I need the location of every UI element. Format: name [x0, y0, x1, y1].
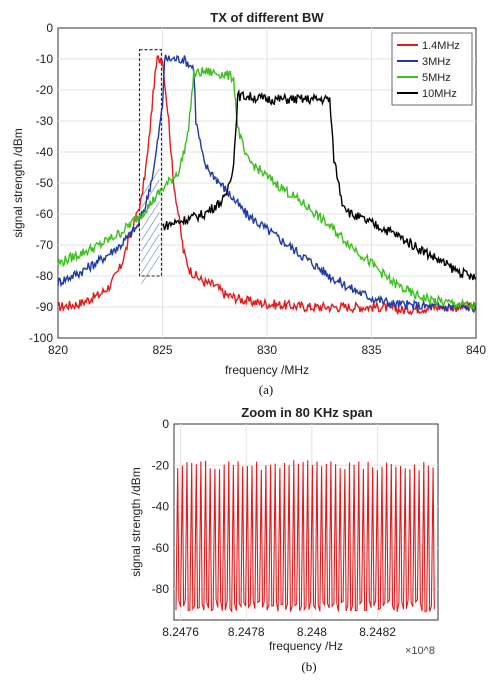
y-tick-label: -80 [36, 269, 54, 283]
chart-b: Zoom in 80 KHz span 8.2476 8.2478 8.248 8.2… [129, 405, 439, 657]
x-tick-label: 840 [466, 343, 486, 357]
x-tick-label: 8.2476 [162, 625, 199, 639]
hatch-line [141, 223, 160, 252]
chart-a-legend: 1.4MHz 3MHz 5MHz 10MHz [391, 32, 473, 106]
y-tick-label: 0 [46, 21, 53, 35]
chart-b-xlabel: frequency /Hz [269, 639, 343, 653]
series-line-10MHz [162, 88, 477, 281]
y-tick-label: -80 [152, 582, 170, 596]
chart-b-series [175, 460, 435, 614]
legend-label: 1.4MHz [422, 40, 460, 52]
x-tick-label: 830 [257, 343, 277, 357]
legend-label: 10MHz [422, 88, 457, 100]
hatch-line [141, 233, 160, 263]
x-tick-label: 8.2482 [359, 625, 396, 639]
y-tick-label: -60 [152, 541, 170, 555]
chart-a-annotation [138, 49, 163, 285]
chart-a: TX of different BW 820 825 830 835 840 0 -10 -2… [11, 10, 486, 377]
x-tick-label: 825 [152, 343, 172, 357]
y-tick-label: -100 [29, 331, 53, 345]
y-tick-label: -40 [36, 145, 54, 159]
x-tick-label: 8.2478 [228, 625, 265, 639]
y-tick-label: -20 [152, 458, 170, 472]
y-tick-label: -70 [36, 238, 54, 252]
legend-label: 3MHz [422, 56, 451, 68]
chart-a-ylabel: signal strength /dBm [11, 128, 25, 237]
y-tick-label: -60 [36, 207, 54, 221]
chart-b-ticks: 8.2476 8.2478 8.248 8.2482 0 -20 -40 -60 -80 [152, 417, 397, 639]
chart-b-x-exponent: ×10^8 [405, 645, 435, 657]
chart-a-series [57, 54, 477, 316]
caption-a: (a) [259, 382, 273, 397]
caption-b: (b) [301, 659, 316, 674]
hatch-line [141, 255, 160, 285]
y-tick-label: -30 [36, 114, 54, 128]
chart-b-ylabel: signal strength /dBm [129, 467, 143, 576]
y-tick-label: -50 [36, 176, 54, 190]
chart-b-title: Zoom in 80 KHz span [241, 405, 373, 420]
hatch-line [141, 179, 160, 209]
y-tick-label: -10 [36, 52, 54, 66]
chart-a-ticks: 820 825 830 835 840 0 -10 -20 -30 -40 -50 -60 -70 -80… [29, 21, 486, 357]
x-tick-label: 8.248 [297, 625, 327, 639]
series-line-3MHz [57, 54, 477, 314]
y-tick-label: -90 [36, 300, 54, 314]
hatch-line [141, 201, 160, 230]
y-tick-label: -40 [152, 500, 170, 514]
hatch-line [141, 212, 160, 241]
chart-a-xlabel: frequency /MHz [225, 363, 309, 377]
y-tick-label: -20 [36, 83, 54, 97]
x-tick-label: 835 [361, 343, 381, 357]
series-line-5MHz [57, 67, 477, 311]
y-tick-label: 0 [162, 417, 169, 431]
legend-label: 5MHz [422, 72, 451, 84]
annotation-box [138, 49, 163, 277]
x-tick-label: 820 [48, 343, 68, 357]
hatch-line [141, 244, 160, 274]
series-line-zoom [175, 460, 435, 614]
chart-a-title: TX of different BW [210, 10, 324, 25]
